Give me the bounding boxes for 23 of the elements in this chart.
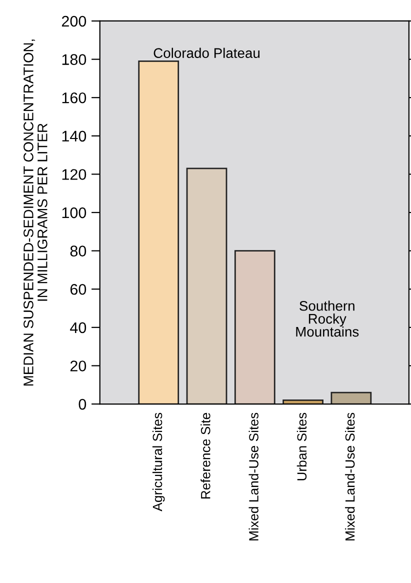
y-axis-title: MEDIAN SUSPENDED-SEDIMENT CONCENTRATION, IN MILLIGRAMS PER LITER [24,40,48,386]
x-tick-label: Reference Site [200,412,210,499]
bar [330,392,372,404]
y-tick-label: 120 [62,169,86,180]
bar [186,168,228,404]
x-tick-label: Mixed Land-Use Sites [345,412,355,540]
y-tick-label: 180 [62,54,86,65]
y-tick-label: 100 [62,207,86,218]
bar [138,60,180,404]
x-tick-label: Agricultural Sites [152,412,165,512]
annotation: Southern Rocky Mountains [296,300,359,337]
y-tick-label: 80 [70,246,86,256]
x-tick-label: Urban Sites [296,412,307,480]
x-tick-label: Mixed Land-Use Sites [248,412,258,540]
y-tick-label: 20 [70,360,86,372]
y-tick-label: 40 [70,322,86,334]
y-tick-label: 0 [78,398,86,410]
bar [234,250,276,404]
annotation: Colorado Plateau [154,48,260,58]
y-tick-label: 200 [62,16,86,27]
y-tick-label: 140 [62,130,86,142]
y-tick-label: 160 [62,92,86,104]
y-tick-label: 60 [70,284,86,295]
